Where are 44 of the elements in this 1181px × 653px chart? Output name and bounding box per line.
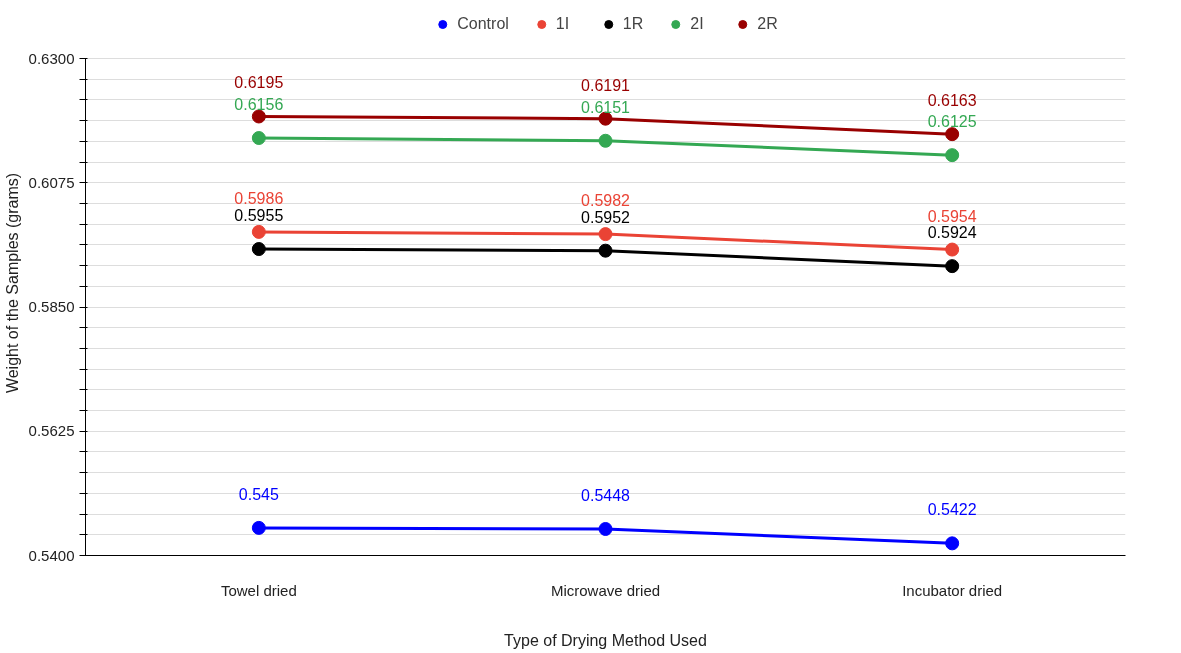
y-tick-label: 0.5400	[28, 546, 75, 564]
data-label: 0.6191	[581, 76, 631, 94]
legend-label: 1I	[555, 15, 571, 33]
legend-label: 1R	[622, 15, 644, 33]
point	[945, 242, 960, 257]
data-label: 0.5952	[581, 208, 631, 226]
data-label: 0.6151	[581, 98, 631, 116]
point	[945, 148, 960, 163]
data-label: 0.5955	[234, 207, 284, 225]
legend-label: 2R	[757, 15, 778, 33]
point	[598, 133, 613, 148]
data-label: 0.5422	[927, 501, 977, 519]
point	[598, 243, 613, 258]
point	[598, 227, 613, 242]
data-label: 0.5986	[234, 189, 284, 207]
data-label: 0.6125	[927, 113, 977, 131]
data-label: 0.545	[238, 485, 279, 503]
x-axis-title: Type of Drying Method Used	[504, 631, 707, 649]
x-tick-label: Incubator dried	[902, 581, 1003, 599]
data-label: 0.5924	[927, 224, 977, 242]
y-tick-label: 0.6300	[28, 49, 75, 67]
point	[251, 242, 266, 256]
x-tick-label: Towel dried	[220, 581, 297, 599]
point	[251, 520, 266, 535]
point	[598, 522, 613, 536]
legend-label: 2I	[690, 15, 705, 33]
point	[251, 131, 266, 146]
point	[251, 109, 266, 124]
point	[945, 536, 960, 551]
data-label: 0.6163	[927, 92, 977, 110]
point	[251, 224, 266, 239]
data-label: 0.6195	[234, 74, 284, 92]
point	[945, 127, 960, 142]
y-tick-label: 0.6075	[28, 173, 75, 191]
y-axis-title: Weight of the Samples (grams)	[3, 172, 21, 394]
point	[945, 259, 960, 274]
y-tick-label: 0.5850	[28, 298, 75, 315]
data-label: 0.5448	[581, 486, 631, 504]
data-label: 0.5982	[581, 192, 631, 210]
x-tick-label: Microwave dried	[550, 581, 661, 599]
legend-label: Control	[457, 15, 509, 33]
data-label: 0.5954	[927, 207, 977, 225]
data-label: 0.6156	[234, 96, 284, 114]
y-tick-label: 0.5625	[28, 422, 75, 440]
